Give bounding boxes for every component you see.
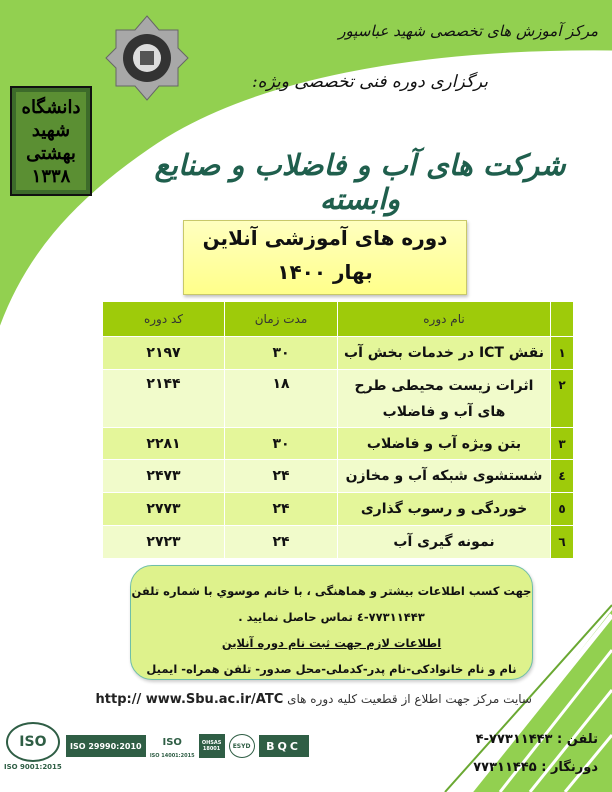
fax-line: دورنگار : ۷۷۳۱۱۴۴۵ <box>473 760 598 775</box>
info-line2: ۷۷۳۱۱۴۴۳-٤ تماس حاصل نمایید . <box>238 610 425 624</box>
bqc-logo: BQC <box>258 735 309 757</box>
banner-line1: دوره های آموزشی آنلاین <box>202 226 448 250</box>
main-title: شرکت های آب و فاضلاب و صنایع وابسته <box>154 148 566 216</box>
iso-29990-logo: ISO 29990:2010 <box>65 735 146 757</box>
iso-14001-mark: ISO <box>157 733 188 752</box>
course-duration: ۲۴ <box>224 492 338 526</box>
table-row: ۳ بتن ویژه آب و فاضلاب ۳۰ ۲۲۸۱ <box>102 427 574 460</box>
iso-9001-label: ISO 9001:2015 <box>4 762 62 771</box>
courses-table: نام دوره مدت زمان کد دوره ۱ نقش ICT در خ… <box>102 301 574 559</box>
university-logo-text: دانشگاه شهید بهشتی ۱۳۳۸ <box>16 92 86 190</box>
row-index: ۱ <box>550 336 574 370</box>
website-text: سایت مرکز جهت اطلاع از قطعیت کلیه دوره ه… <box>287 692 532 706</box>
course-duration: ۱۸ <box>224 369 338 428</box>
row-index: ٤ <box>550 459 574 493</box>
phone-line: تلفن : ۷۷۳۱۱۴۴۳-۴ <box>476 732 598 747</box>
course-name: خوردگی و رسوب گذاری <box>337 492 551 526</box>
header-name: نام دوره <box>337 301 551 337</box>
course-code: ۲۷۷۳ <box>102 492 225 526</box>
course-name: نقش ICT در خدمات بخش آب <box>337 336 551 370</box>
header-index <box>550 301 574 337</box>
table-row: ۲ اثرات زیست محیطی طرح های آب و فاضلاب ۱… <box>102 369 574 428</box>
table-row: ٦ نمونه گیری آب ۲۴ ۲۷۲۳ <box>102 525 574 559</box>
header-duration: مدت زمان <box>224 301 338 337</box>
contact-info-box: جهت کسب اطلاعات بیشتر و هماهنگی ، با خان… <box>130 565 533 680</box>
course-name: بتن ویژه آب و فاضلاب <box>337 427 551 460</box>
iso-14001-logo: ISO ISO 14001:2015 <box>149 733 195 759</box>
phone-number: ۷۷۳۱۱۴۴۳-۴ <box>475 732 553 747</box>
iso-9001-logo: ISO ISO 9001:2015 <box>4 721 62 771</box>
esyd-logo: ESYD <box>228 734 255 758</box>
fax-number: ۷۷۳۱۱۴۴۵ <box>473 760 537 775</box>
phone-label: تلفن : <box>557 732 598 747</box>
course-code: ۲۷۲۳ <box>102 525 225 559</box>
course-name: اثرات زیست محیطی طرح های آب و فاضلاب <box>337 369 551 428</box>
fax-label: دورنگار : <box>541 760 598 775</box>
course-duration: ۲۴ <box>224 459 338 493</box>
website-link[interactable]: http:// www.Sbu.ac.ir/ATC <box>95 692 284 707</box>
banner-line2: بهار ۱۴۰۰ <box>277 260 373 284</box>
row-index: ۲ <box>550 369 574 428</box>
course-duration: ۳۰ <box>224 336 338 370</box>
course-duration: ۲۴ <box>224 525 338 559</box>
info-line1: جهت کسب اطلاعات بیشتر و هماهنگی ، با خان… <box>131 584 532 598</box>
subtitle: برگزاری دوره فنی تخصصی ویژه: <box>251 72 489 92</box>
table-row: ۱ نقش ICT در خدمات بخش آب ۳۰ ۲۱۹۷ <box>102 336 574 370</box>
green-stripes <box>444 604 612 792</box>
course-code: ۲۴۷۳ <box>102 459 225 493</box>
row-index: ۳ <box>550 427 574 460</box>
course-duration: ۳۰ <box>224 427 338 460</box>
ohsas-logo: OHSAS 18001 <box>198 734 225 758</box>
course-name: نمونه گیری آب <box>337 525 551 559</box>
table-row: ٤ شستشوی شبکه آب و مخازن ۲۴ ۲۴۷۳ <box>102 459 574 493</box>
row-index: ٥ <box>550 492 574 526</box>
iso-14001-label: ISO 14001:2015 <box>149 752 195 759</box>
course-code: ۲۱۹۷ <box>102 336 225 370</box>
university-logo: دانشگاه شهید بهشتی ۱۳۳۸ <box>10 86 92 196</box>
header-code: کد دوره <box>102 301 225 337</box>
course-name: شستشوی شبکه آب و مخازن <box>337 459 551 493</box>
iso-globe-icon: ISO <box>5 721 60 762</box>
table-row: ٥ خوردگی و رسوب گذاری ۲۴ ۲۷۷۳ <box>102 492 574 526</box>
center-emblem-icon <box>105 15 189 101</box>
center-name: مرکز آموزش های تخصصی شهید عباسپور <box>338 22 598 40</box>
website-line: سایت مرکز جهت اطلاع از قطعیت کلیه دوره ه… <box>96 692 532 707</box>
course-code: ۲۱۴۴ <box>102 369 225 428</box>
certification-logos: ISO ISO 9001:2015 ISO 29990:2010 ISO ISO… <box>4 718 309 774</box>
info-line3: اطلاعات لازم جهت ثبت نام دوره آنلاین <box>221 636 442 650</box>
info-line4: نام و نام خانوادکی-نام پدر-کدملی-محل صدو… <box>146 662 517 676</box>
table-header-row: نام دوره مدت زمان کد دوره <box>102 301 574 337</box>
course-code: ۲۲۸۱ <box>102 427 225 460</box>
online-courses-banner: دوره های آموزشی آنلاین بهار ۱۴۰۰ <box>183 220 467 295</box>
row-index: ٦ <box>550 525 574 559</box>
